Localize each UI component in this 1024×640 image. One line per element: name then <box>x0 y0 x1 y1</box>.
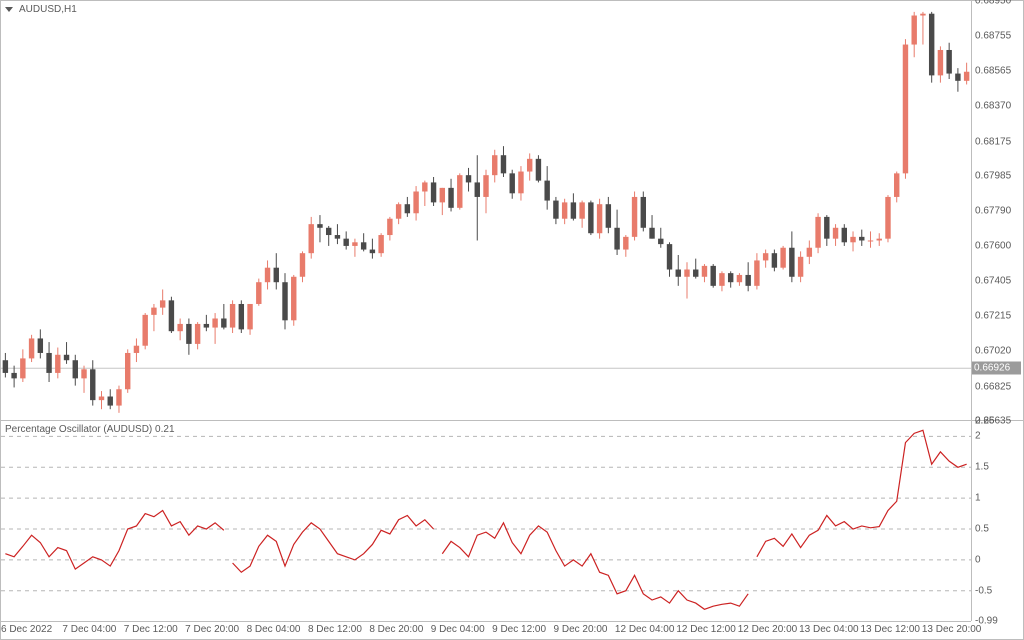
price-tick: 0.68755 <box>975 31 1011 42</box>
time-tick: 12 Dec 12:00 <box>676 624 736 635</box>
price-tick: 0.68370 <box>975 101 1011 112</box>
oscillator-tick: 0 <box>975 554 981 565</box>
time-tick: 6 Dec 2022 <box>1 624 52 635</box>
time-tick: 7 Dec 12:00 <box>124 624 178 635</box>
price-tick: 0.67790 <box>975 206 1011 217</box>
time-tick: 7 Dec 04:00 <box>62 624 116 635</box>
oscillator-chart-area[interactable] <box>1 421 971 621</box>
time-tick: 8 Dec 12:00 <box>308 624 362 635</box>
oscillator-tick: 2 <box>975 431 981 442</box>
oscillator-tick: 1 <box>975 493 981 504</box>
price-tick: 0.68950 <box>975 0 1011 7</box>
price-tick: 0.68175 <box>975 136 1011 147</box>
price-tick: 0.67020 <box>975 346 1011 357</box>
oscillator-tick: 0.5 <box>975 524 989 535</box>
price-tick: 0.67215 <box>975 310 1011 321</box>
chart-container: AUDUSD,H1 0.689500.687550.685650.683700.… <box>0 0 1024 640</box>
oscillator-tick: 2.25 <box>975 416 994 427</box>
price-y-axis: 0.68950 0.68755 0.68565 0.68370 0.68175 0.679… <box>971 1 1023 420</box>
oscillator-tick: 1.5 <box>975 462 989 473</box>
price-tick: 0.68565 <box>975 65 1011 76</box>
price-tick: 0.67985 <box>975 171 1011 182</box>
oscillator-panel[interactable]: Percentage Oscillator (AUDUSD) 0.21 2.25… <box>1 421 1023 621</box>
time-tick: 12 Dec 20:00 <box>738 624 798 635</box>
time-tick: 12 Dec 04:00 <box>615 624 675 635</box>
price-chart-panel[interactable]: AUDUSD,H1 0.689500.687550.685650.683700.… <box>1 1 1023 421</box>
price-tick: 0.67405 <box>975 276 1011 287</box>
time-tick: 9 Dec 12:00 <box>492 624 546 635</box>
oscillator-tick: -0.5 <box>975 585 992 596</box>
time-tick: 13 Dec 04:00 <box>799 624 859 635</box>
oscillator-y-axis: 2.2521.510.50-0.5-0.99 <box>971 421 1023 621</box>
time-tick: 9 Dec 04:00 <box>431 624 485 635</box>
time-tick: 13 Dec 12:00 <box>860 624 920 635</box>
last-price-tag: 0.66926 <box>972 362 1021 375</box>
time-tick: 13 Dec 20:00 <box>922 624 982 635</box>
price-tick: 0.67600 <box>975 240 1011 251</box>
price-tick: 0.66825 <box>975 381 1011 392</box>
time-tick: 7 Dec 20:00 <box>185 624 239 635</box>
price-chart-area[interactable] <box>1 1 971 420</box>
time-tick: 8 Dec 04:00 <box>247 624 301 635</box>
time-tick: 8 Dec 20:00 <box>369 624 423 635</box>
time-x-axis: 6 Dec 2022 7 Dec 04:00 7 Dec 12:00 7 Dec 20… <box>1 621 971 639</box>
time-tick: 9 Dec 20:00 <box>554 624 608 635</box>
